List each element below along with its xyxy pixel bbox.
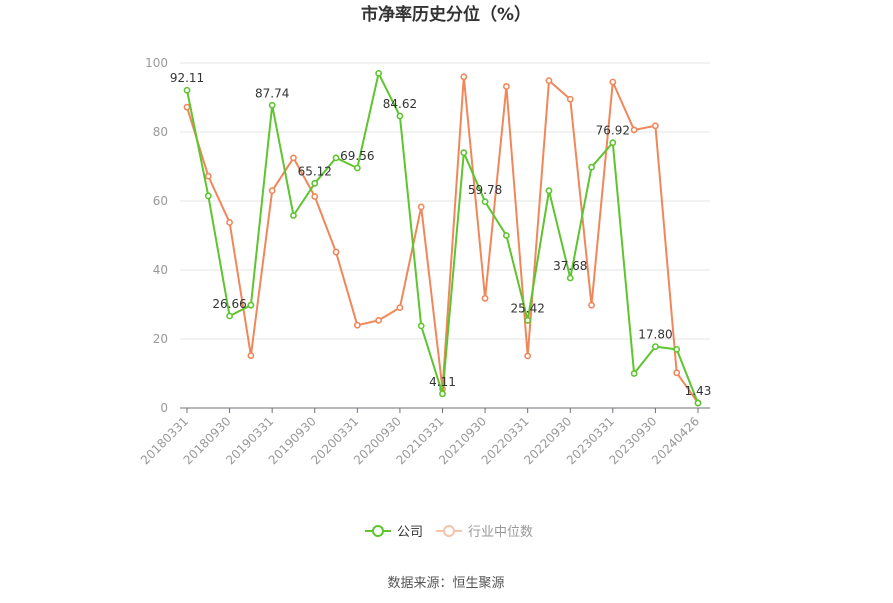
data-point[interactable] <box>311 193 319 200</box>
data-point[interactable] <box>417 203 425 211</box>
series-company <box>183 69 702 407</box>
data-point[interactable] <box>545 187 553 195</box>
data-point[interactable] <box>630 370 638 377</box>
data-point[interactable] <box>460 73 468 81</box>
data-point[interactable] <box>502 83 510 90</box>
data-label: 4.11 <box>429 375 456 389</box>
data-point[interactable] <box>481 294 489 302</box>
y-tick-label: 0 <box>160 401 168 415</box>
y-tick-label: 100 <box>145 56 168 70</box>
data-point[interactable] <box>481 198 489 206</box>
data-point[interactable] <box>652 343 659 350</box>
y-tick-label: 80 <box>153 125 168 139</box>
data-label: 87.74 <box>255 86 289 100</box>
y-axis: 0 20 40 60 80 100 <box>145 56 168 415</box>
data-label: 76.92 <box>596 124 630 138</box>
data-point[interactable] <box>588 163 595 171</box>
data-point[interactable] <box>247 352 255 359</box>
series-layer <box>183 69 702 407</box>
data-point[interactable] <box>290 212 297 219</box>
data-labels: 92.11 26.66 87.74 65.12 69.56 84.62 4.11 59.78 2… <box>170 71 712 398</box>
data-point[interactable] <box>652 122 659 130</box>
data-point[interactable] <box>332 248 340 256</box>
data-point[interactable] <box>247 301 255 309</box>
data-label: 1.43 <box>685 384 712 398</box>
data-label: 37.68 <box>553 259 587 273</box>
data-point[interactable] <box>268 101 276 109</box>
data-label: 92.11 <box>170 71 204 85</box>
y-tick-label: 40 <box>153 263 168 277</box>
data-point[interactable] <box>630 126 638 134</box>
data-label: 69.56 <box>340 149 374 163</box>
data-point[interactable] <box>204 192 212 200</box>
data-point[interactable] <box>375 69 383 77</box>
data-point[interactable] <box>673 369 681 377</box>
data-label: 17.80 <box>638 328 672 342</box>
data-point[interactable] <box>396 304 404 312</box>
data-point[interactable] <box>460 149 468 157</box>
data-point[interactable] <box>375 316 383 324</box>
data-point[interactable] <box>226 218 233 226</box>
legend[interactable]: 公司 行业中位数 <box>365 525 533 540</box>
data-label: 65.12 <box>298 164 332 178</box>
legend-label-industry: 行业中位数 <box>468 525 533 540</box>
data-point[interactable] <box>609 139 617 147</box>
data-point[interactable] <box>502 232 510 239</box>
data-point[interactable] <box>439 390 446 398</box>
data-point[interactable] <box>204 172 212 180</box>
data-point[interactable] <box>332 154 340 162</box>
data-label: 25.42 <box>510 301 544 315</box>
data-point[interactable] <box>290 154 297 162</box>
data-point[interactable] <box>353 164 361 172</box>
data-point[interactable] <box>524 316 532 324</box>
legend-label-company: 公司 <box>397 525 423 540</box>
data-point[interactable] <box>353 321 361 329</box>
data-point[interactable] <box>268 187 276 195</box>
x-axis: 2018033120180930201903312019093020200331… <box>138 407 710 467</box>
data-point[interactable] <box>566 95 574 103</box>
data-point[interactable] <box>545 77 553 84</box>
legend-marker-industry <box>443 525 455 537</box>
legend-marker-company <box>372 525 384 537</box>
legend-item-company[interactable]: 公司 <box>365 525 423 540</box>
data-label: 84.62 <box>383 97 417 111</box>
data-point[interactable] <box>183 103 191 111</box>
data-source: 数据来源：恒生聚源 <box>387 576 504 591</box>
y-tick-label: 60 <box>153 194 168 208</box>
data-label: 59.78 <box>468 183 502 197</box>
data-point[interactable] <box>609 78 617 86</box>
grid-lines <box>180 62 710 340</box>
data-point[interactable] <box>694 399 702 407</box>
data-point[interactable] <box>566 274 574 282</box>
y-tick-label: 20 <box>153 332 168 346</box>
data-point[interactable] <box>311 179 319 187</box>
chart-title: 市净率历史分位（%） <box>361 4 531 25</box>
data-point[interactable] <box>524 352 532 360</box>
data-point[interactable] <box>183 86 191 94</box>
data-point[interactable] <box>673 345 681 353</box>
data-point[interactable] <box>588 301 595 309</box>
data-point[interactable] <box>226 312 233 320</box>
data-point[interactable] <box>417 322 425 330</box>
legend-item-industry[interactable]: 行业中位数 <box>436 525 533 540</box>
data-point[interactable] <box>396 112 404 120</box>
data-label: 26.66 <box>212 297 246 311</box>
